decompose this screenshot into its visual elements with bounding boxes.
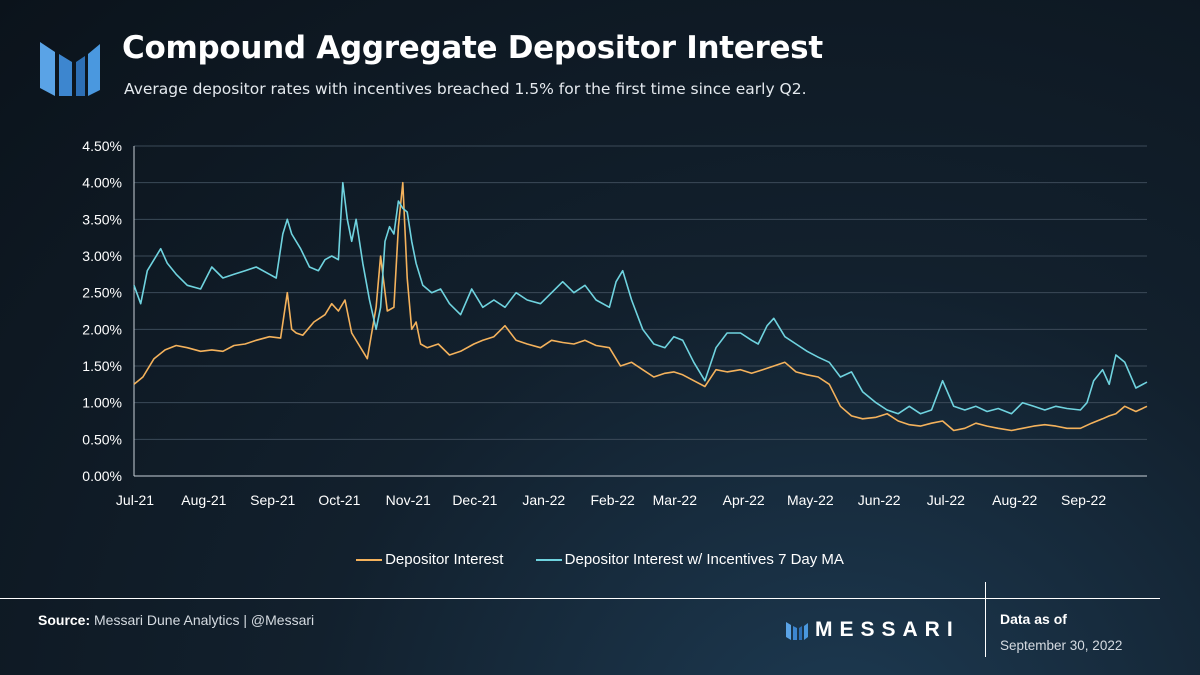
x-tick-label: Jul-22 <box>927 492 965 508</box>
chart-legend: Depositor Interest Depositor Interest w/… <box>0 551 1200 568</box>
source-label: Source: <box>38 612 91 628</box>
source-text: Messari Dune Analytics | @Messari <box>90 612 315 628</box>
source-note: Source: Messari Dune Analytics | @Messar… <box>38 612 314 628</box>
x-tick-label: Jul-21 <box>116 492 154 508</box>
line-chart: 0.00% 0.50% 1.00% 1.50% 2.00% 2.50% 3.00% 3.50%… <box>82 138 1148 508</box>
x-tick-label: Sep-21 <box>250 492 295 508</box>
y-tick-label: 2.00% <box>82 321 122 337</box>
legend-item-depositor-interest: Depositor Interest <box>356 551 503 568</box>
legend-swatch-cyan <box>535 559 562 562</box>
legend-label: Depositor Interest w/ Incentives 7 Day M… <box>564 551 844 568</box>
y-tick-label: 1.00% <box>82 395 122 411</box>
data-as-of-label: Data as of <box>1000 611 1067 627</box>
x-tick-label: Sep-22 <box>1061 492 1106 508</box>
legend-swatch-orange <box>356 559 383 562</box>
x-tick-label: May-22 <box>787 492 834 508</box>
y-tick-label: 0.00% <box>82 468 122 484</box>
x-tick-label: Aug-21 <box>181 492 226 508</box>
legend-item-depositor-interest-incentives: Depositor Interest w/ Incentives 7 Day M… <box>535 551 844 568</box>
x-tick-label: Jun-22 <box>858 492 901 508</box>
x-tick-label: Oct-21 <box>318 492 360 508</box>
y-tick-label: 4.00% <box>82 175 122 191</box>
data-as-of-date: September 30, 2022 <box>1000 638 1123 653</box>
x-tick-label: Mar-22 <box>653 492 698 508</box>
y-tick-label: 3.00% <box>82 248 122 264</box>
series-line-depositor-interest-incentives <box>133 181 1148 415</box>
series-line-depositor-interest <box>133 181 1148 432</box>
legend-label: Depositor Interest <box>385 551 504 568</box>
y-tick-label: 2.50% <box>82 285 122 301</box>
y-tick-label: 4.50% <box>82 138 122 154</box>
x-tick-label: Jan-22 <box>522 492 565 508</box>
x-tick-label: Feb-22 <box>590 492 635 508</box>
chart-subtitle: Average depositor rates with incentives … <box>124 80 807 98</box>
x-tick-label: Aug-22 <box>992 492 1037 508</box>
y-tick-label: 3.50% <box>82 211 122 227</box>
x-tick-label: Dec-21 <box>452 492 497 508</box>
x-tick-label: Apr-22 <box>723 492 765 508</box>
footer-divider <box>0 598 1160 599</box>
x-tick-label: Nov-21 <box>386 492 431 508</box>
footer-separator <box>985 582 986 657</box>
chart-title: Compound Aggregate Depositor Interest <box>122 30 823 66</box>
y-tick-label: 1.50% <box>82 358 122 374</box>
messari-brand-logo-icon <box>786 622 808 640</box>
brand-wordmark: MESSARI <box>815 618 960 641</box>
y-tick-label: 0.50% <box>82 431 122 447</box>
messari-logo-icon <box>40 42 100 96</box>
